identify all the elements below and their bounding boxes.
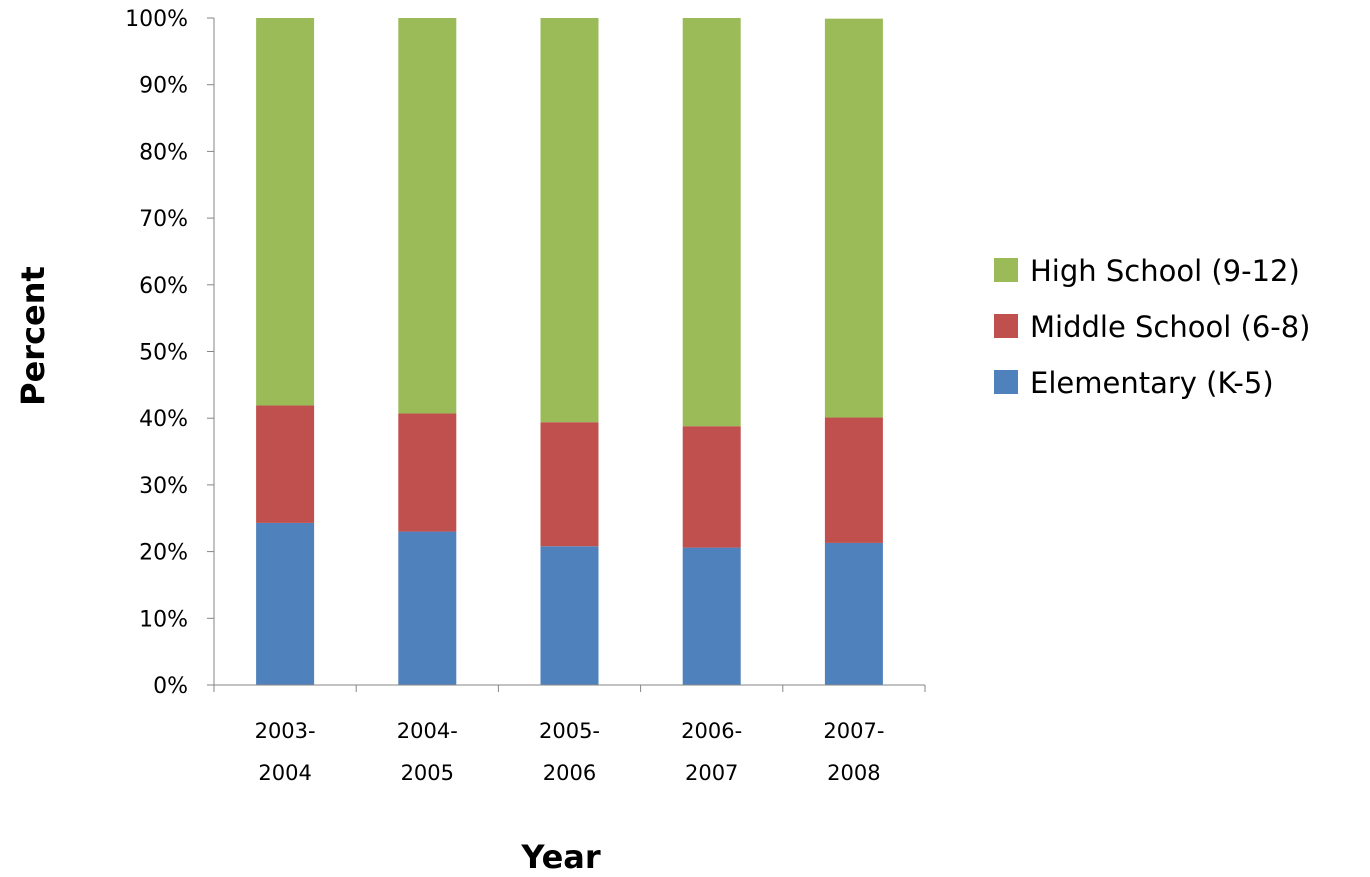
y-tick-label: 80% <box>139 140 188 165</box>
x-axis-title: Year <box>520 838 601 872</box>
x-tick-label: 2006- <box>681 719 742 743</box>
bar-segment-high-school-9-12-0 <box>256 18 315 406</box>
bar-segment-middle-school-6-8-3 <box>682 426 741 548</box>
legend-swatch-middle-school-6-8 <box>994 314 1018 338</box>
legend-swatch-elementary-k-5 <box>994 370 1018 394</box>
bar-segment-high-school-9-12-2 <box>540 18 599 423</box>
bar-segment-middle-school-6-8-2 <box>540 422 599 547</box>
bar-segment-elementary-k-5-1 <box>398 531 457 685</box>
y-axis-title: Percent <box>14 266 52 406</box>
bar-segment-high-school-9-12-3 <box>682 18 741 427</box>
y-tick-label: 10% <box>139 607 188 632</box>
x-tick-label: 2004- <box>397 719 458 743</box>
legend-label: High School (9-12) <box>1030 254 1300 288</box>
bars-layer <box>256 18 883 685</box>
y-tick-label: 0% <box>153 674 188 699</box>
bar-segment-elementary-k-5-4 <box>824 542 883 685</box>
labels-layer: 0% 10% 20% 30% 40% 50% 60% 70% 80% 90% 100% 2003- 20… <box>125 7 884 785</box>
bar-segment-high-school-9-12-1 <box>398 18 457 414</box>
x-tick-label: 2005- <box>539 719 600 743</box>
bar-segment-elementary-k-5-3 <box>682 547 741 685</box>
legend-label: Middle School (6-8) <box>1030 310 1311 344</box>
y-tick-label: 60% <box>139 274 188 299</box>
x-tick-label: 2007- <box>823 719 884 743</box>
legend-label: Elementary (K-5) <box>1030 366 1274 400</box>
y-tick-label: 50% <box>139 341 188 366</box>
x-tick-label: 2003- <box>255 719 316 743</box>
bar-segment-middle-school-6-8-1 <box>398 413 457 532</box>
x-tick-label: 2005 <box>401 761 454 785</box>
x-tick-label: 2006 <box>543 761 596 785</box>
y-tick-label: 40% <box>139 407 188 432</box>
y-tick-label: 90% <box>139 74 188 99</box>
bar-segment-elementary-k-5-2 <box>540 546 599 685</box>
y-tick-label: 100% <box>125 7 188 32</box>
legend-swatch-high-school-9-12 <box>994 258 1018 282</box>
y-tick-label: 20% <box>139 541 188 566</box>
bar-segment-high-school-9-12-4 <box>824 18 883 418</box>
legend: High School (9-12) Middle School (6-8) Ele… <box>994 254 1311 400</box>
bar-segment-middle-school-6-8-4 <box>824 417 883 543</box>
bar-segment-elementary-k-5-0 <box>256 522 315 685</box>
x-tick-label: 2007 <box>685 761 738 785</box>
x-tick-label: 2008 <box>827 761 880 785</box>
y-tick-label: 30% <box>139 474 188 499</box>
axes-layer <box>207 17 926 692</box>
bar-segment-middle-school-6-8-0 <box>256 405 315 523</box>
y-tick-label: 70% <box>139 207 188 232</box>
x-tick-label: 2004 <box>258 761 311 785</box>
